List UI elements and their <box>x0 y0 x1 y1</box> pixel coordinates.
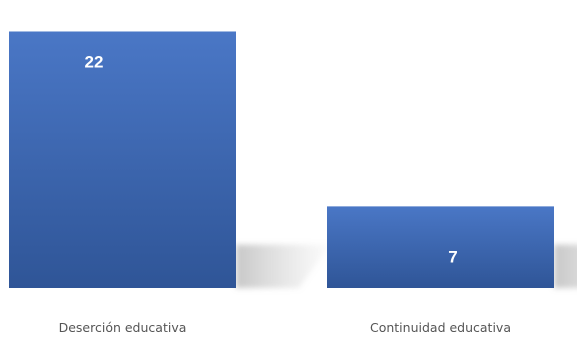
bar-2 <box>327 206 554 288</box>
category-label-1: Deserción educativa <box>59 320 187 335</box>
category-label-2: Continuidad educativa <box>370 320 511 335</box>
bar-1 <box>9 31 236 289</box>
bar-value-label-1: 22 <box>85 52 104 71</box>
bar-shadow-1 <box>236 244 331 288</box>
bar-value-label-2: 7 <box>448 247 457 266</box>
bar-shadow-2 <box>554 244 577 288</box>
